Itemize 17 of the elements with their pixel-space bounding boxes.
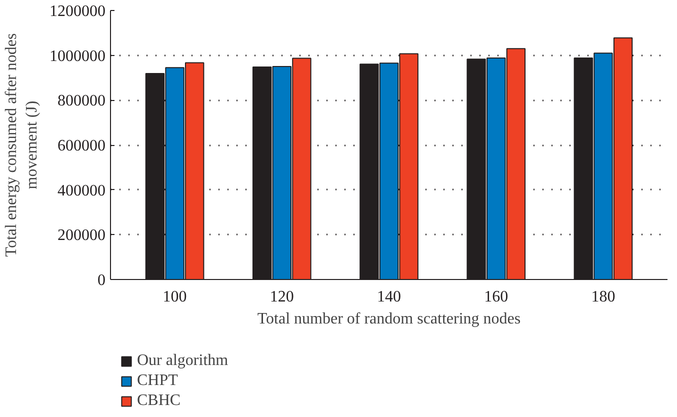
- y-tick-label: 600000: [58, 138, 106, 154]
- x-tick-label: 100: [162, 288, 187, 306]
- x-tick-label: 160: [484, 288, 508, 306]
- y-tick-label: 0: [98, 272, 106, 289]
- legend-label: Our algorithm: [137, 352, 228, 370]
- y-tick-label: 1200000: [50, 3, 106, 20]
- legend-label: CBHC: [137, 392, 181, 410]
- x-axis-title: Total number of random scattering nodes: [257, 310, 521, 328]
- y-tick-label: 200000: [58, 227, 106, 244]
- y-tick-label: 800000: [58, 92, 106, 110]
- y-tick-label: 1000000: [50, 48, 106, 65]
- legend-label: CHPT: [137, 372, 178, 390]
- y-tick-label: 400000: [58, 182, 106, 200]
- y-axis-title: Total energy consumed after nodes movement (J): [3, 33, 40, 257]
- x-tick-label: 120: [270, 288, 294, 306]
- x-tick-label: 140: [377, 288, 401, 306]
- x-tick-label: 180: [591, 288, 616, 306]
